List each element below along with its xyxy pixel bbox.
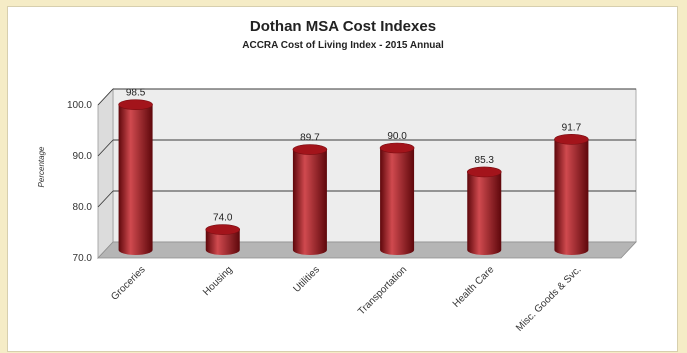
data-label: 98.5	[126, 88, 146, 99]
data-label: 90.0	[387, 131, 407, 142]
bar-top	[466, 166, 502, 178]
gridline-side	[97, 139, 114, 157]
bar-top	[292, 144, 328, 155]
chart-frame: 70.0 80.0 90.0 100.0 98.5 Groceries 74.0 Housi…	[7, 6, 678, 352]
y-tick-label: 90.0	[73, 151, 93, 162]
chart-subtitle: ACCRA Cost of Living Index - 2015 Annual	[242, 40, 444, 51]
x-tick-label: Transportation	[356, 264, 409, 317]
chart-svg: 70.0 80.0 90.0 100.0 98.5 Groceries 74.0 Housi…	[37, 18, 637, 334]
bar	[466, 166, 502, 256]
y-tick-label: 100.0	[67, 100, 92, 111]
chart-title: Dothan MSA Cost Indexes	[250, 18, 436, 35]
chart-side-wall	[97, 87, 114, 260]
bar-top	[118, 99, 153, 110]
x-tick-label: Utilities	[291, 264, 322, 295]
x-tick-label: Misc. Goods & Svc.	[514, 264, 583, 333]
bar	[118, 99, 153, 255]
x-tick-label: Groceries	[109, 264, 147, 302]
gridline-side	[97, 190, 114, 208]
bar-body	[380, 148, 415, 256]
data-label: 89.7	[300, 133, 320, 144]
bar-body	[292, 149, 327, 256]
bar	[554, 134, 589, 256]
bar	[292, 144, 328, 256]
bar-top	[379, 142, 415, 154]
bar	[379, 142, 415, 256]
bar-body	[205, 229, 240, 256]
x-tick-label: Housing	[201, 264, 235, 298]
bar-body	[467, 171, 502, 256]
gridline-side	[97, 88, 114, 106]
data-label: 74.0	[213, 213, 233, 224]
bar	[205, 224, 241, 256]
bar-body	[554, 139, 589, 256]
bar-body	[118, 104, 153, 255]
y-tick-label: 80.0	[73, 202, 93, 213]
data-label: 91.7	[562, 122, 582, 133]
y-tick-label: 70.0	[73, 253, 93, 264]
bar-top	[205, 224, 241, 235]
data-label: 85.3	[475, 155, 495, 166]
y-axis-label: Percentage	[37, 146, 46, 187]
chart-back-wall	[112, 88, 637, 243]
bar-top	[554, 134, 589, 145]
x-tick-label: Health Care	[451, 264, 497, 310]
